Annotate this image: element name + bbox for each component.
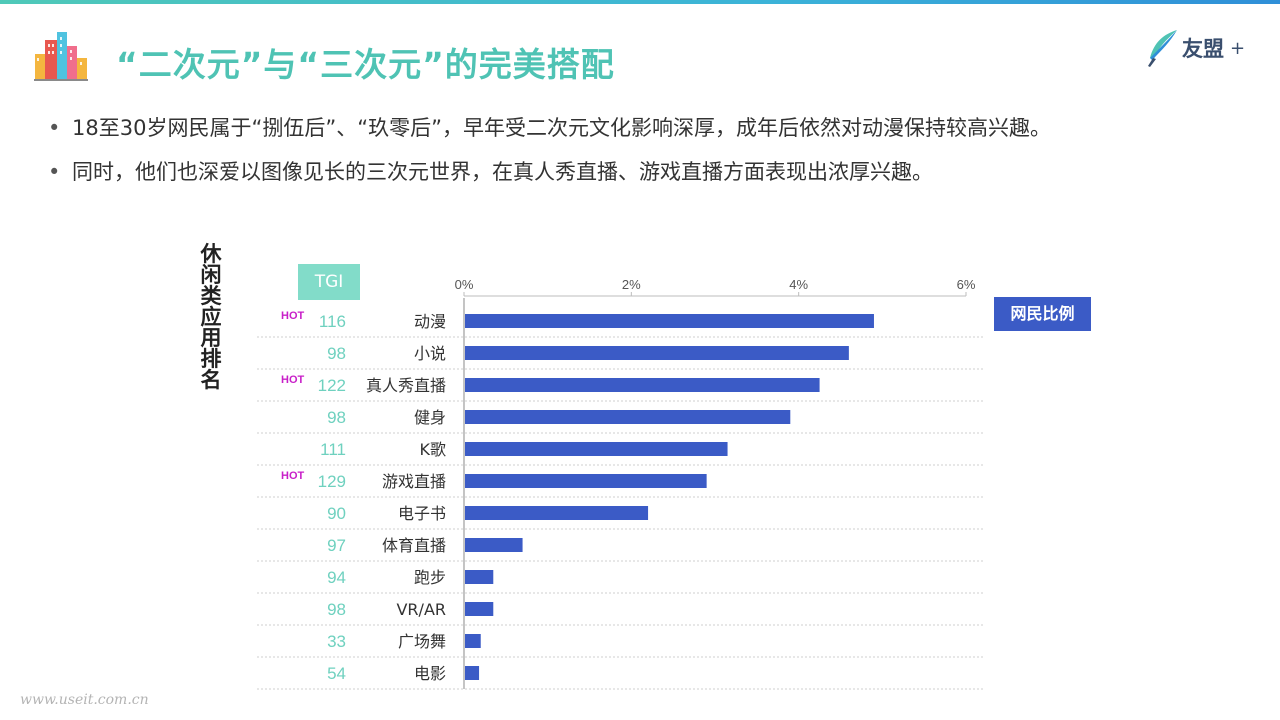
watermark: www.useit.com.cn [20,692,149,708]
bullet-text: 同时，他们也深爱以图像见长的三次元世界，在真人秀直播、游戏直播方面表现出浓厚兴趣… [72,160,933,184]
category-label: K歌 [420,440,447,459]
legend-badge: 网民比例 [994,297,1091,331]
bar [465,506,649,520]
bar [465,602,494,616]
category-label: 游戏直播 [382,472,446,491]
bar [465,378,820,392]
bullet-item: • 18至30岁网民属于“捌伍后”、“玖零后”，早年受二次元文化影响深厚，成年后… [48,106,1228,150]
tgi-value: 116 [319,312,346,331]
tgi-value: 94 [327,568,346,587]
category-label: 真人秀直播 [366,376,446,395]
bar [465,570,494,584]
bar [465,634,481,648]
bar [465,346,849,360]
bar [465,666,480,680]
category-label: 健身 [414,408,446,427]
category-label: 跑步 [414,568,446,587]
tgi-value: 33 [327,632,346,651]
category-label: 电影 [414,664,446,683]
vertical-title-char: 名 [200,368,222,392]
bar [465,314,874,328]
category-label: 电子书 [398,504,446,523]
bullet-list: • 18至30岁网民属于“捌伍后”、“玖零后”，早年受二次元文化影响深厚，成年后… [48,106,1228,194]
vertical-title-char: 闲 [200,263,222,287]
brand-plus: + [1230,37,1246,59]
x-tick-label: 6% [957,277,976,292]
brand-logo: 友盟 + [1144,26,1245,70]
page-title: “二次元”与“三次元”的完美搭配 [116,45,615,84]
tgi-value: 111 [320,440,346,459]
bar [465,410,791,424]
brand-feather-icon [1148,30,1177,67]
tgi-value: 98 [327,600,346,619]
hot-marker: HOT [281,374,305,386]
tgi-value: 90 [327,504,346,523]
category-label: 体育直播 [382,536,446,555]
vertical-title-char: 应 [200,305,222,329]
x-tick-label: 0% [455,277,474,292]
top-accent-bar [0,0,1280,4]
category-label: 广场舞 [398,632,446,651]
tgi-value: 98 [327,408,346,427]
city-buildings-icon [34,32,88,81]
vertical-title-char: 类 [200,284,222,308]
tgi-value: 122 [318,376,346,395]
bullet-text: 18至30岁网民属于“捌伍后”、“玖零后”，早年受二次元文化影响深厚，成年后依然… [72,116,1051,140]
category-label: VR/AR [396,600,446,619]
category-label: 动漫 [414,312,446,331]
tgi-header-badge: TGI [298,264,360,300]
hot-marker: HOT [281,310,305,322]
bar [465,442,728,456]
bar [465,474,707,488]
bar [465,538,523,552]
tgi-value: 98 [327,344,346,363]
bullet-item: • 同时，他们也深爱以图像见长的三次元世界，在真人秀直播、游戏直播方面表现出浓厚… [48,150,1228,194]
bullet-dot: • [48,160,61,184]
x-tick-label: 4% [789,277,808,292]
vertical-title-char: 排 [200,347,222,371]
bullet-dot: • [48,116,61,140]
vertical-title-char: 休 [200,242,222,266]
tgi-value: 54 [327,664,346,683]
chart-vertical-title: 休闲类应用排名 [196,244,226,391]
tgi-value: 97 [327,536,346,555]
category-label: 小说 [414,344,446,363]
tgi-value: 129 [318,472,346,491]
x-tick-label: 2% [622,277,641,292]
hot-marker: HOT [281,470,305,482]
vertical-title-char: 用 [200,326,222,350]
brand-name: 友盟 [1182,37,1224,61]
